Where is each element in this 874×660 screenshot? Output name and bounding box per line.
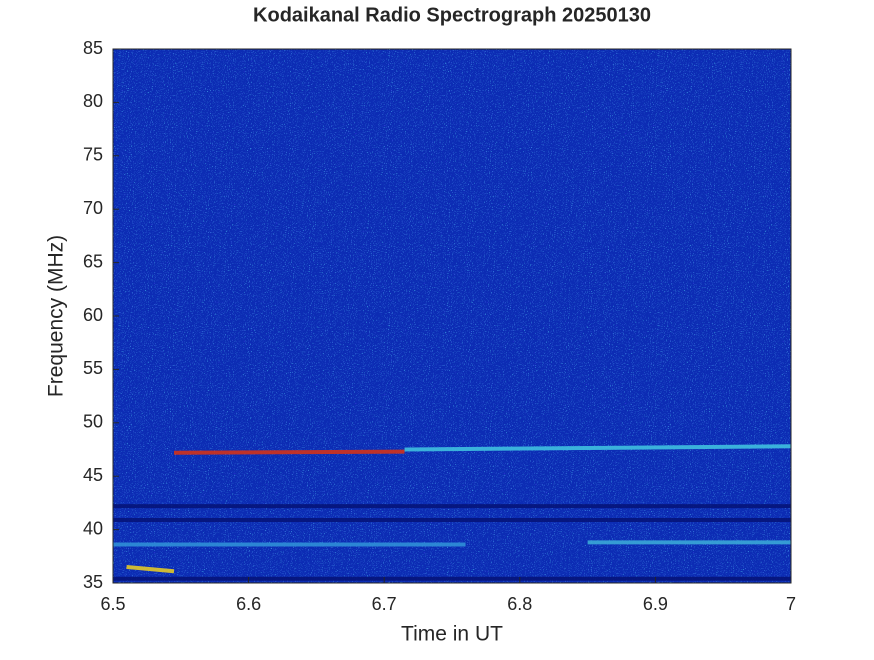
y-tick-label: 60 bbox=[83, 305, 103, 325]
y-tick-label: 85 bbox=[83, 38, 103, 58]
x-tick-label: 6.9 bbox=[643, 594, 668, 614]
y-tick-label: 65 bbox=[83, 251, 103, 271]
spectrogram-noise bbox=[113, 49, 791, 583]
x-tick-label: 6.6 bbox=[236, 594, 261, 614]
y-tick-label: 40 bbox=[83, 518, 103, 538]
x-tick-label: 6.5 bbox=[100, 594, 125, 614]
y-tick-label: 75 bbox=[83, 145, 103, 165]
y-tick-label: 80 bbox=[83, 91, 103, 111]
x-tick-label: 6.7 bbox=[372, 594, 397, 614]
emission-band bbox=[174, 449, 405, 455]
emission-band bbox=[404, 444, 791, 452]
x-tick-label: 7 bbox=[786, 594, 796, 614]
x-tick-label: 6.8 bbox=[507, 594, 532, 614]
y-tick-label: 45 bbox=[83, 465, 103, 485]
y-axis-label: Frequency (MHz) bbox=[45, 235, 68, 397]
x-axis-label: Time in UT bbox=[401, 623, 503, 646]
y-tick-label: 70 bbox=[83, 198, 103, 218]
emission-band bbox=[126, 564, 175, 574]
chart-title: Kodaikanal Radio Spectrograph 20250130 bbox=[253, 4, 651, 26]
y-tick-label: 50 bbox=[83, 412, 103, 432]
plot-area bbox=[113, 49, 791, 583]
y-tick-label: 55 bbox=[83, 358, 103, 378]
y-tick-label: 35 bbox=[83, 572, 103, 592]
